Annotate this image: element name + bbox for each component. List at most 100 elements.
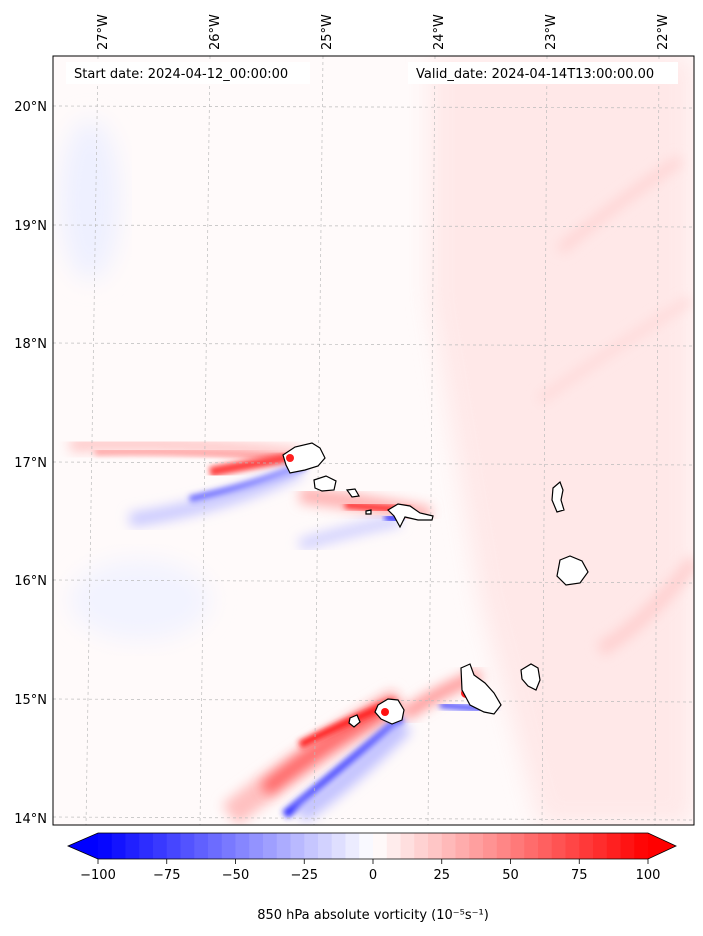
colorbar-extend-max	[648, 833, 676, 859]
colorbar-segment	[276, 833, 291, 859]
north-wake-negative-faint	[128, 463, 304, 527]
colorbar-segment	[496, 833, 511, 859]
colorbar-segment	[373, 833, 388, 859]
colorbar-tick-label: −50	[222, 868, 249, 883]
vorticity-field	[53, 56, 694, 825]
colorbar-segment	[414, 833, 429, 859]
graticule	[53, 56, 694, 825]
island-sao-nicolau	[387, 503, 434, 529]
lat-tick-label: 18°N	[14, 337, 47, 352]
lat-tick-label: 14°N	[14, 812, 47, 827]
island-boa-vista	[556, 555, 589, 586]
valid-date-text: Valid_date: 2024-04-14T13:00:00.00	[416, 67, 654, 82]
santo-antao-positive-spot	[286, 454, 294, 462]
lon-tick-label: 25°W	[320, 14, 335, 50]
central-wake-negative-faint	[298, 514, 402, 551]
map-frame	[52, 55, 695, 826]
colorbar-extend-min	[68, 833, 98, 859]
colorbar-segment	[400, 833, 415, 859]
lon-tick-label: 23°W	[544, 14, 559, 50]
colorbar-tick-label: 50	[502, 868, 519, 883]
colorbar-segment	[593, 833, 608, 859]
north-wake-positive-faint	[69, 436, 301, 462]
colorbar-segment	[98, 833, 113, 859]
island-brava	[348, 714, 361, 728]
colorbar-segment	[125, 833, 140, 859]
lon-tick-label: 22°W	[656, 14, 671, 50]
west-negative-patch-2	[70, 560, 210, 640]
colorbar-label: 850 hPa absolute vorticity (10⁻⁵s⁻¹)	[257, 908, 489, 923]
colorbar-segment	[634, 833, 649, 859]
colorbar-segment	[469, 833, 484, 859]
colorbar-segment	[194, 833, 209, 859]
lon-tick-label: 24°W	[432, 14, 447, 50]
lon-tick-label: 26°W	[208, 14, 223, 50]
colorbar-segment	[180, 833, 195, 859]
colorbar-segment	[455, 833, 470, 859]
colorbar-segment	[235, 833, 250, 859]
lon-tick-labels: 27°W 26°W 25°W 24°W 23°W 22°W	[96, 14, 671, 50]
colorbar-segment	[111, 833, 126, 859]
colorbar-segment	[304, 833, 319, 859]
fogo-positive-spot	[381, 708, 389, 716]
lat-tick-label: 19°N	[14, 219, 47, 234]
colorbar-segment	[620, 833, 635, 859]
colorbar-tick-label: −25	[291, 868, 318, 883]
colorbar-tick-label: 25	[433, 868, 450, 883]
colorbar-segment	[290, 833, 305, 859]
south-wake-negative-faint	[294, 718, 412, 823]
colorbar-segment	[483, 833, 498, 859]
colorbar-ticks: −100 −75 −50 −25 0 25 50 75 100	[80, 859, 660, 883]
lat-tick-label: 15°N	[14, 693, 47, 708]
lat-tick-label: 20°N	[14, 100, 47, 115]
colorbar-tick-label: −75	[153, 868, 180, 883]
start-date-text: Start date: 2024-04-12_00:00:00	[74, 67, 288, 82]
east-streak-3	[596, 555, 694, 657]
island-sal	[551, 480, 565, 513]
island-maio	[520, 663, 541, 691]
colorbar-segment	[441, 833, 456, 859]
colorbar-segment	[579, 833, 594, 859]
coastlines	[282, 442, 589, 728]
lat-tick-label: 17°N	[14, 456, 47, 471]
valid-date-box	[408, 62, 678, 84]
colorbar: −100 −75 −50 −25 0 25 50 75 100 850 hPa absolute…	[66, 832, 677, 923]
lat-tick-label: 16°N	[14, 574, 47, 589]
lon-tick-label: 27°W	[96, 14, 111, 50]
west-negative-patch-1	[60, 120, 120, 280]
colorbar-segment	[318, 833, 333, 859]
colorbar-segment	[386, 833, 401, 859]
islet-raso	[365, 509, 372, 515]
colorbar-segment	[208, 833, 223, 859]
colorbar-tick-label: −100	[80, 868, 116, 883]
colorbar-segment	[221, 833, 236, 859]
colorbar-segment	[606, 833, 621, 859]
island-sao-vicente	[313, 475, 337, 492]
island-fogo	[374, 698, 405, 725]
colorbar-tick-label: 0	[369, 868, 377, 883]
lat-tick-labels: 20°N 19°N 18°N 17°N 16°N 15°N 14°N	[14, 100, 47, 827]
colorbar-segment	[263, 833, 278, 859]
colorbar-segment	[345, 833, 360, 859]
start-date-box	[66, 62, 310, 84]
east-streak-1	[556, 155, 683, 254]
colorbar-segment	[428, 833, 443, 859]
island-santo-antao	[282, 442, 326, 474]
colorbar-segment	[153, 833, 168, 859]
colorbar-segment	[331, 833, 346, 859]
colorbar-segment	[249, 833, 264, 859]
colorbar-segment	[524, 833, 539, 859]
colorbar-segment	[139, 833, 154, 859]
colorbar-segment	[565, 833, 580, 859]
colorbar-segment	[166, 833, 181, 859]
colorbar-tick-label: 75	[571, 868, 588, 883]
colorbar-segments	[98, 833, 649, 859]
colorbar-segment	[510, 833, 525, 859]
colorbar-segment	[551, 833, 566, 859]
colorbar-tick-label: 100	[636, 868, 661, 883]
colorbar-segment	[538, 833, 553, 859]
island-santiago	[460, 663, 502, 715]
colorbar-segment	[359, 833, 374, 859]
island-santa-luzia	[345, 488, 360, 498]
